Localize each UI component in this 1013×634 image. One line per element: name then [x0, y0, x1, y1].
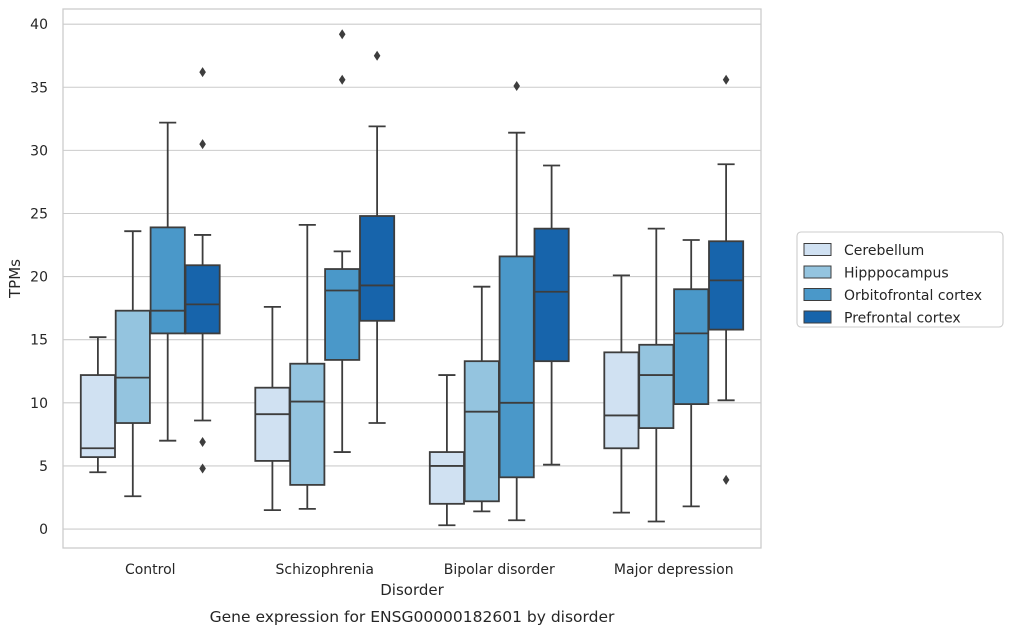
box-group	[359, 50, 396, 424]
y-tick-label: 30	[30, 143, 48, 159]
legend-frame	[796, 231, 1004, 328]
legend-entry: Hipppocampus	[844, 266, 949, 282]
legend-swatch	[803, 243, 832, 256]
x-tick-label: Schizophrenia	[276, 562, 374, 578]
legend-swatch	[803, 310, 832, 324]
box-group	[114, 230, 151, 498]
box-group	[463, 285, 500, 513]
x-tick-label: Major depression	[614, 562, 734, 578]
legend: Cerebellum Hipppocampus Orbitofrontal cort…	[796, 231, 1004, 328]
box	[463, 360, 500, 503]
box	[498, 255, 535, 479]
outlier-point	[199, 436, 206, 447]
box-group	[673, 239, 710, 508]
legend-entry: Prefrontal cortex	[844, 311, 961, 327]
x-axis-label: Disorder	[380, 581, 444, 599]
box-group	[603, 274, 640, 514]
y-tick-label: 20	[30, 270, 48, 286]
box	[289, 362, 326, 486]
outlier-point	[199, 67, 206, 78]
y-tick-label: 25	[30, 206, 48, 222]
outlier-point	[513, 81, 520, 91]
box	[673, 288, 710, 405]
outlier-point	[338, 29, 346, 40]
outlier-point	[722, 74, 730, 85]
x-tick-labels: Control Schizophrenia Bipolar disorder Majo…	[125, 562, 734, 578]
box	[708, 240, 745, 331]
box-group	[289, 223, 326, 510]
y-tick-label: 5	[39, 459, 48, 475]
box-group	[184, 67, 221, 474]
box-group	[533, 164, 570, 466]
box	[533, 227, 570, 363]
outlier-point	[338, 74, 346, 85]
y-tick-label: 10	[30, 396, 48, 412]
box	[79, 374, 116, 459]
box	[149, 226, 186, 335]
box-group	[708, 74, 745, 485]
box	[184, 264, 221, 335]
plot-frame	[62, 8, 762, 549]
chart-title: Gene expression for ENSG00000182601 by d…	[210, 608, 615, 626]
box	[428, 451, 465, 505]
y-axis-label: TPMs	[6, 259, 24, 299]
box-group	[638, 227, 675, 523]
boxes	[79, 29, 745, 527]
legend-swatch	[803, 265, 832, 279]
y-tick-labels: 0 5 10 15 20 25 30 35 40	[30, 17, 48, 538]
legend-entry: Orbitofrontal cortex	[844, 288, 982, 304]
box	[603, 351, 640, 450]
box-group	[324, 29, 361, 453]
box	[114, 309, 151, 424]
legend-entry: Cerebellum	[844, 243, 924, 259]
box	[324, 268, 361, 361]
y-tick-label: 40	[30, 17, 48, 33]
x-tick-label: Control	[125, 562, 176, 578]
outlier-point	[199, 139, 206, 150]
y-tick-label: 15	[30, 333, 48, 349]
outlier-point	[199, 463, 206, 474]
x-tick-label: Bipolar disorder	[444, 562, 555, 578]
box-group	[149, 121, 186, 442]
box	[359, 215, 396, 322]
box	[254, 386, 291, 462]
box	[638, 343, 675, 429]
gridlines	[63, 23, 761, 530]
outlier-point	[722, 474, 730, 485]
outlier-point	[373, 50, 381, 61]
box-group	[498, 81, 535, 522]
legend-swatch	[803, 288, 832, 301]
y-tick-label: 0	[39, 522, 48, 538]
box-group	[79, 336, 116, 474]
y-tick-label: 35	[30, 80, 48, 96]
